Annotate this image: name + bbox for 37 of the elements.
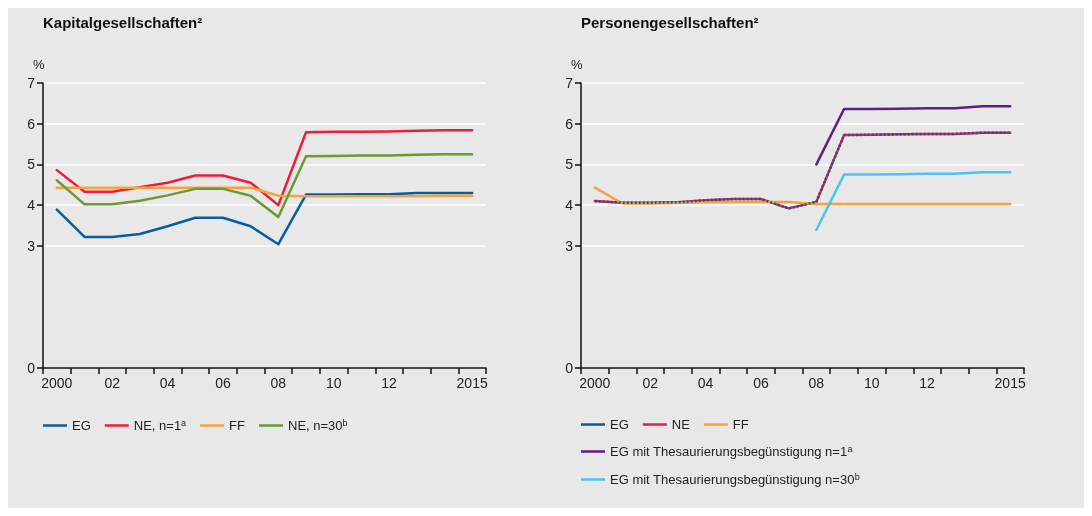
x-tick-label: 08 <box>270 375 287 391</box>
y-tick-label: 4 <box>27 197 36 214</box>
x-tick-label: 02 <box>104 375 121 391</box>
y-tick-label: 7 <box>565 75 574 91</box>
x-tick-label: 10 <box>863 375 880 391</box>
legend-label: NE <box>671 417 691 432</box>
x-tick-label: 2000 <box>579 375 611 391</box>
x-tick-label: 08 <box>808 375 825 391</box>
legend-label: EG <box>72 418 91 433</box>
x-tick-label: 06 <box>215 375 231 391</box>
x-tick-label: 04 <box>697 375 714 391</box>
y-tick-label: 3 <box>27 237 36 254</box>
y-tick-label: 7 <box>27 75 36 91</box>
y-tick-label: 4 <box>565 197 574 214</box>
x-tick-label: 02 <box>642 375 659 391</box>
x-tick-label: 12 <box>381 375 398 391</box>
legend-label: EG <box>610 417 629 432</box>
y-tick-label: 5 <box>565 156 574 173</box>
y-tick-label: 3 <box>565 237 574 254</box>
x-tick-label: 2000 <box>41 375 73 391</box>
legend-label: FF <box>229 418 246 433</box>
y-tick-label: 5 <box>27 156 36 173</box>
y-tick-label: 0 <box>27 360 36 376</box>
x-tick-label: 2015 <box>456 375 488 391</box>
chart-title: Personengesellschaften² <box>581 14 759 31</box>
x-tick-label: 04 <box>159 375 176 391</box>
y-axis-title: % <box>571 57 583 72</box>
chart-title: Kapitalgesellschaften² <box>43 14 203 31</box>
y-tick-label: 0 <box>565 360 574 376</box>
x-tick-label: 06 <box>753 375 769 391</box>
x-tick-label: 12 <box>919 375 936 391</box>
y-tick-label: 6 <box>565 115 574 132</box>
y-axis-title: % <box>33 57 45 72</box>
legend-label: FF <box>732 417 749 432</box>
x-tick-label: 10 <box>325 375 342 391</box>
y-tick-label: 6 <box>27 115 36 132</box>
x-tick-label: 2015 <box>994 375 1026 391</box>
